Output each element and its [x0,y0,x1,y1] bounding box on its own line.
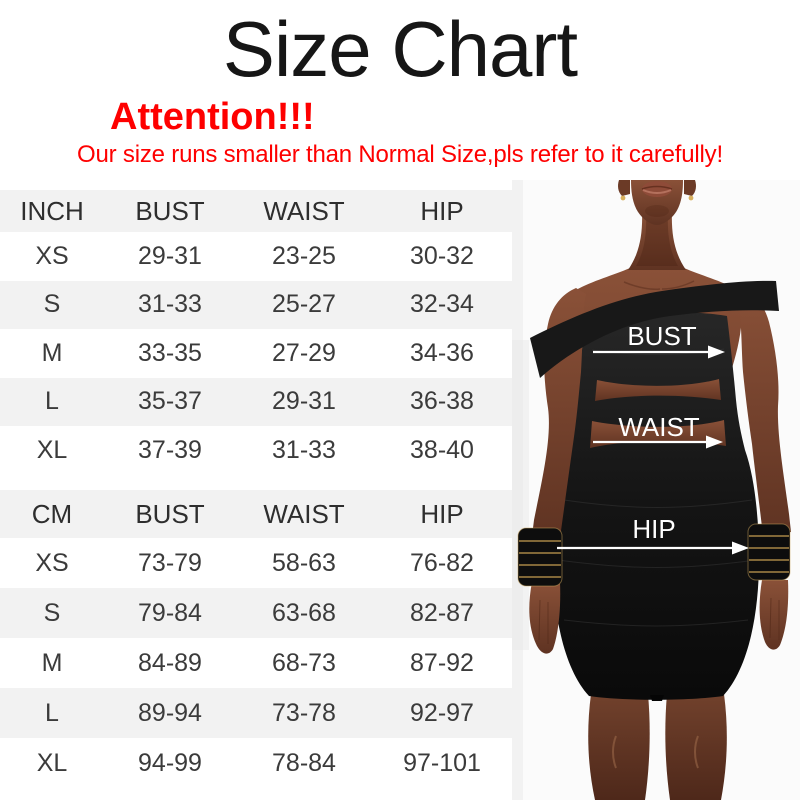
left-hand [529,582,561,654]
size-label: S [43,598,61,627]
waist-value: 23-25 [272,241,336,270]
waist-value: 25-27 [272,290,336,319]
model-photo: BUST WAIST HIP [512,180,800,800]
table-row-cm-l: L 89-94 73-78 92-97 [0,688,512,738]
hip-value: 36-38 [410,387,474,416]
cm-col-header-bust: BUST [135,498,205,529]
lips [642,181,672,197]
hip-value: 76-82 [410,548,474,577]
right-cuff-bracelet [747,523,791,581]
table-row-cm-xs: XS 73-79 58-63 76-82 [0,538,512,588]
bust-value: 89-94 [138,698,202,727]
model-illustration: BUST WAIST HIP [512,180,800,800]
size-label: M [41,648,63,677]
dress [553,311,759,700]
waist-value: 58-63 [272,548,336,577]
hip-value: 92-97 [410,698,474,727]
waist-value: 31-33 [272,435,336,464]
inch-col-header-hip: HIP [420,195,464,226]
left-cuff-bracelet [517,527,563,587]
bust-value: 31-33 [138,290,202,319]
size-label: S [43,290,61,319]
hip-value: 38-40 [410,435,474,464]
bust-value: 73-79 [138,548,202,577]
hip-value: 30-32 [410,241,474,270]
size-label: XS [35,241,69,270]
table-row-inch-xs: XS 29-31 23-25 30-32 [0,232,512,281]
hip-value: 82-87 [410,598,474,627]
cm-size-table: CM BUST WAIST HIP XS 73-79 58-63 76-82 S… [0,490,512,788]
table-row-inch-l: L 35-37 29-31 36-38 [0,377,512,426]
table-row-cm-xl: XL 94-99 78-84 97-101 [0,738,512,788]
inch-col-header-waist: WAIST [263,195,345,226]
table-row-inch-s: S 31-33 25-27 32-34 [0,280,512,329]
attention-heading: Attention!!! [110,96,315,138]
cm-unit-header: CM [31,498,73,529]
table-row-cm-s: S 79-84 63-68 82-87 [0,588,512,638]
size-label: XL [36,435,68,464]
earring [688,195,694,201]
waist-arrow-label: WAIST [618,412,699,442]
inch-col-header-bust: BUST [135,195,205,226]
bust-value: 94-99 [138,748,202,777]
size-label: XL [36,748,68,777]
midriff-cutout [595,379,721,401]
size-label: M [41,338,63,367]
size-label: L [45,387,59,416]
left-ear [618,180,630,196]
table-row-inch-m: M 33-35 27-29 34-36 [0,329,512,378]
inch-unit-header: INCH [20,195,84,226]
waist-value: 68-73 [272,648,336,677]
cm-header-row: CM BUST WAIST HIP [0,490,512,538]
cm-col-header-waist: WAIST [263,498,345,529]
hip-value: 32-34 [410,290,474,319]
bust-value: 35-37 [138,387,202,416]
size-label: L [45,698,59,727]
size-label: XS [35,548,69,577]
waist-value: 63-68 [272,598,336,627]
bust-value: 84-89 [138,648,202,677]
waist-value: 27-29 [272,338,336,367]
left-leg [588,694,650,800]
bust-value: 29-31 [138,241,202,270]
off-shoulder-band [530,280,779,378]
bust-value: 79-84 [138,598,202,627]
page-title: Size Chart [222,5,578,93]
right-arm [736,286,791,536]
table-row-cm-m: M 84-89 68-73 87-92 [0,638,512,688]
inch-header-row: INCH BUST WAIST HIP [0,190,512,232]
table-row-inch-xl: XL 37-39 31-33 38-40 [0,426,512,475]
hip-value: 34-36 [410,338,474,367]
hip-arrow-label: HIP [632,514,675,544]
right-ear [684,180,696,196]
bust-arrow-label: BUST [627,321,696,351]
waist-value: 78-84 [272,748,336,777]
earring [620,195,626,201]
waist-value: 73-78 [272,698,336,727]
hip-value: 87-92 [410,648,474,677]
bust-value: 33-35 [138,338,202,367]
right-hand [759,580,789,650]
bust-value: 37-39 [138,435,202,464]
inch-size-table: INCH BUST WAIST HIP XS 29-31 23-25 30-32… [0,190,512,475]
attention-subtitle: Our size runs smaller than Normal Size,p… [77,141,723,168]
model-neck [628,210,686,270]
hip-value: 97-101 [403,748,481,777]
waist-value: 29-31 [272,387,336,416]
cm-col-header-hip: HIP [420,498,464,529]
